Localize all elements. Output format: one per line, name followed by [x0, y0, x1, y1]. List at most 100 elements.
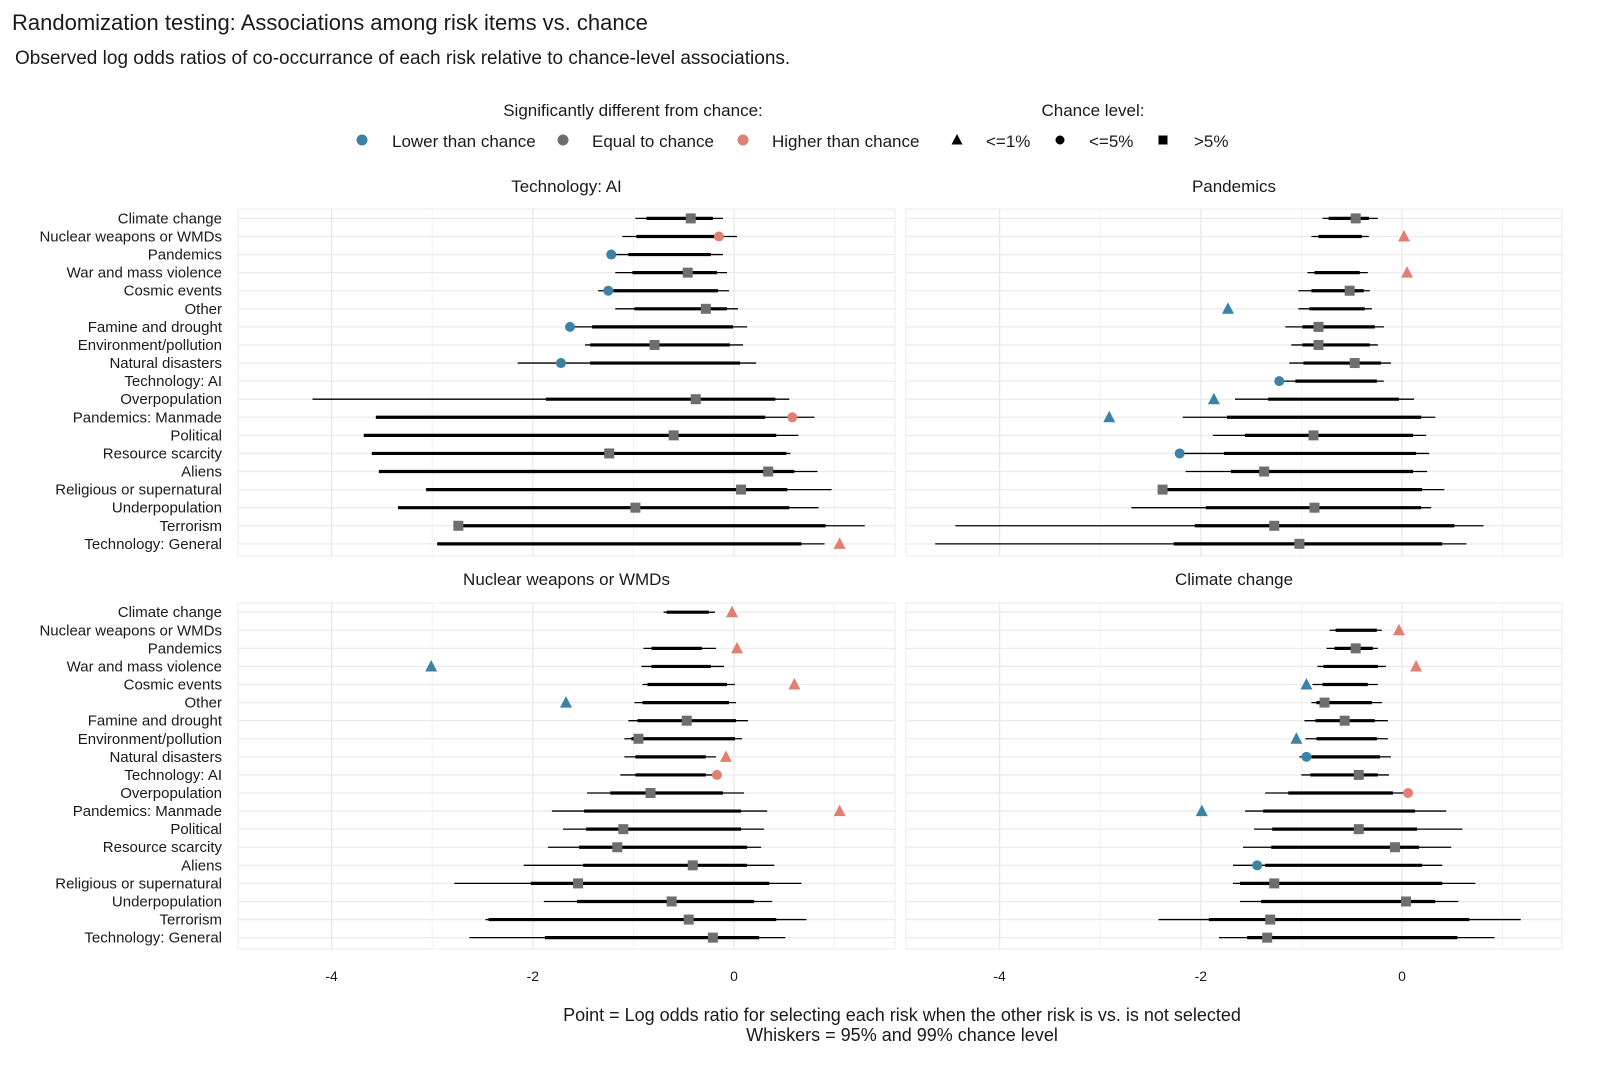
- row-label: Other: [184, 695, 222, 712]
- legend-color-label: Higher than chance: [772, 132, 919, 151]
- row-label: Cosmic events: [124, 283, 222, 300]
- data-point: [1309, 502, 1320, 513]
- data-point: [682, 267, 693, 278]
- data-point: [719, 750, 732, 762]
- chart-title: Randomization testing: Associations amon…: [12, 10, 648, 35]
- data-point: [425, 659, 438, 672]
- row-label: Technology: General: [84, 930, 222, 947]
- data-point: [604, 448, 615, 459]
- row-label: Nuclear weapons or WMDs: [39, 228, 222, 245]
- panel-title: Nuclear weapons or WMDs: [463, 570, 670, 589]
- data-point: [1353, 769, 1364, 780]
- data-point: [630, 502, 641, 513]
- data-point: [1290, 732, 1303, 744]
- row-label: War and mass violence: [67, 658, 222, 675]
- data-point: [1252, 860, 1263, 871]
- x-tick-label: 0: [730, 968, 738, 984]
- row-label: Natural disasters: [109, 749, 222, 766]
- row-label: Technology: AI: [124, 373, 222, 390]
- data-point: [1103, 410, 1116, 423]
- row-label: Underpopulation: [112, 500, 222, 517]
- data-point: [573, 878, 584, 889]
- row-label: War and mass violence: [67, 265, 222, 282]
- row-label: Environment/pollution: [78, 337, 222, 354]
- caption-line-2: Whiskers = 95% and 99% chance level: [746, 1025, 1058, 1045]
- data-point: [1294, 538, 1305, 549]
- data-point: [1398, 229, 1411, 242]
- legend-color-key-L: [356, 134, 368, 146]
- data-point: [649, 339, 660, 350]
- x-tick-label: -4: [325, 968, 338, 984]
- facet-panel: Pandemics: [905, 177, 1563, 557]
- data-point: [603, 285, 614, 296]
- data-point: [565, 321, 576, 332]
- data-point: [1274, 376, 1285, 387]
- row-label: Resource scarcity: [103, 445, 223, 462]
- legend-color-label: Lower than chance: [392, 132, 536, 151]
- data-point: [787, 412, 798, 423]
- data-point: [1269, 878, 1280, 889]
- row-label: Other: [184, 301, 222, 318]
- x-tick-label: -4: [993, 968, 1006, 984]
- row-label: Religious or supernatural: [55, 875, 222, 892]
- x-tick-label: -2: [1195, 968, 1208, 984]
- legend-color-title: Significantly different from chance:: [503, 101, 763, 120]
- data-point: [645, 788, 656, 798]
- row-label: Technology: General: [84, 536, 222, 553]
- data-point: [700, 303, 711, 314]
- data-point: [683, 914, 694, 925]
- row-label: Famine and drought: [88, 713, 223, 730]
- row-label: Pandemics: [148, 247, 222, 264]
- x-tick-label: -2: [527, 968, 540, 984]
- data-point: [1259, 466, 1270, 477]
- legend-shape-key-square: [1158, 135, 1168, 145]
- data-point: [633, 733, 644, 744]
- legend-shape-title: Chance level:: [1041, 101, 1144, 120]
- row-label: Overpopulation: [120, 785, 222, 802]
- legend-shape-key-circle: [1055, 135, 1065, 145]
- data-point: [1313, 339, 1324, 350]
- data-point: [713, 231, 724, 242]
- data-point: [1349, 358, 1360, 369]
- data-point: [1350, 213, 1361, 224]
- legend-color-label: Equal to chance: [592, 132, 714, 151]
- data-point: [1350, 643, 1361, 654]
- row-label: Aliens: [181, 857, 222, 874]
- data-point: [1339, 715, 1350, 726]
- legend-color-key-E: [557, 134, 569, 146]
- data-point: [618, 824, 629, 835]
- data-point: [668, 430, 679, 441]
- row-label: Aliens: [181, 464, 222, 481]
- row-label: Natural disasters: [109, 355, 222, 372]
- data-point: [1265, 914, 1276, 925]
- legend-color-key-H: [737, 134, 749, 146]
- data-point: [1313, 321, 1324, 332]
- legend-shape-label: <=5%: [1089, 132, 1133, 151]
- legend-shape-label: <=1%: [986, 132, 1030, 151]
- data-point: [1174, 448, 1185, 459]
- data-point: [1344, 285, 1355, 296]
- data-point: [1300, 678, 1313, 690]
- panel-background: [237, 602, 896, 950]
- data-point: [1301, 751, 1312, 762]
- data-point: [763, 466, 774, 477]
- row-label: Resource scarcity: [103, 839, 223, 856]
- data-point: [1353, 824, 1364, 835]
- row-label: Overpopulation: [120, 391, 222, 408]
- legend: Significantly different from chance: Cha…: [356, 101, 1229, 151]
- data-point: [1308, 430, 1319, 441]
- data-point: [453, 520, 464, 531]
- panel-title: Technology: AI: [511, 177, 622, 196]
- row-label: Environment/pollution: [78, 731, 222, 748]
- facet-panel: Climate change -4 -2 0: [905, 570, 1563, 984]
- data-point: [1269, 520, 1280, 531]
- data-point: [736, 484, 747, 495]
- panel-title: Climate change: [1175, 570, 1293, 589]
- row-label: Terrorism: [160, 912, 223, 929]
- row-label: Climate change: [118, 604, 222, 621]
- panel-title: Pandemics: [1192, 177, 1276, 196]
- panel-background: [905, 208, 1563, 557]
